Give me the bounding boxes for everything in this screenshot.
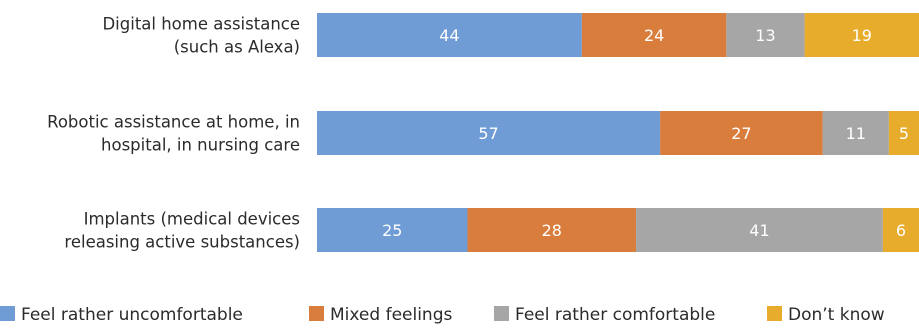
legend-label: Feel rather comfortable [515, 305, 715, 325]
value-label: 13 [755, 26, 775, 45]
value-label: 11 [846, 124, 866, 143]
bar-segment [804, 13, 919, 57]
bar-segment [317, 111, 661, 155]
value-label: 57 [478, 124, 498, 143]
bar-segment [581, 13, 727, 57]
bar-segment [882, 208, 919, 252]
bar-segment [726, 13, 805, 57]
value-label: 44 [439, 26, 459, 45]
legend-swatch [767, 306, 782, 321]
value-label: 27 [731, 124, 751, 143]
legend-label: Feel rather uncomfortable [21, 305, 243, 325]
bar-segment [467, 208, 637, 252]
bar-segment [888, 111, 919, 155]
bar-segments [317, 13, 919, 252]
value-label: 28 [542, 221, 562, 240]
bar-segment [822, 111, 889, 155]
legend-label: Don’t know [788, 305, 885, 325]
bar-segment [317, 13, 582, 57]
legend-swatch [309, 306, 324, 321]
value-label: 41 [749, 221, 769, 240]
category-label: Robotic assistance at home, in hospital, … [47, 113, 300, 155]
category-labels: Digital home assistance (such as Alexa) Ro… [47, 15, 300, 252]
bar-segment [660, 111, 823, 155]
legend: Feel rather uncomfortable Mixed feelings F… [0, 305, 885, 325]
legend-swatch [0, 306, 15, 321]
value-label: 25 [382, 221, 402, 240]
legend-swatch [494, 306, 509, 321]
bar-segment [317, 208, 468, 252]
category-label: Digital home assistance (such as Alexa) [102, 15, 300, 57]
value-label: 6 [896, 221, 906, 240]
value-labels: 44 24 13 19 57 27 11 5 25 28 41 6 [382, 26, 909, 240]
legend-label: Mixed feelings [330, 305, 452, 325]
value-label: 19 [852, 26, 872, 45]
bar-segment [636, 208, 883, 252]
category-label: Implants (medical devices releasing activ… [64, 210, 300, 252]
value-label: 24 [644, 26, 664, 45]
value-label: 5 [899, 124, 909, 143]
